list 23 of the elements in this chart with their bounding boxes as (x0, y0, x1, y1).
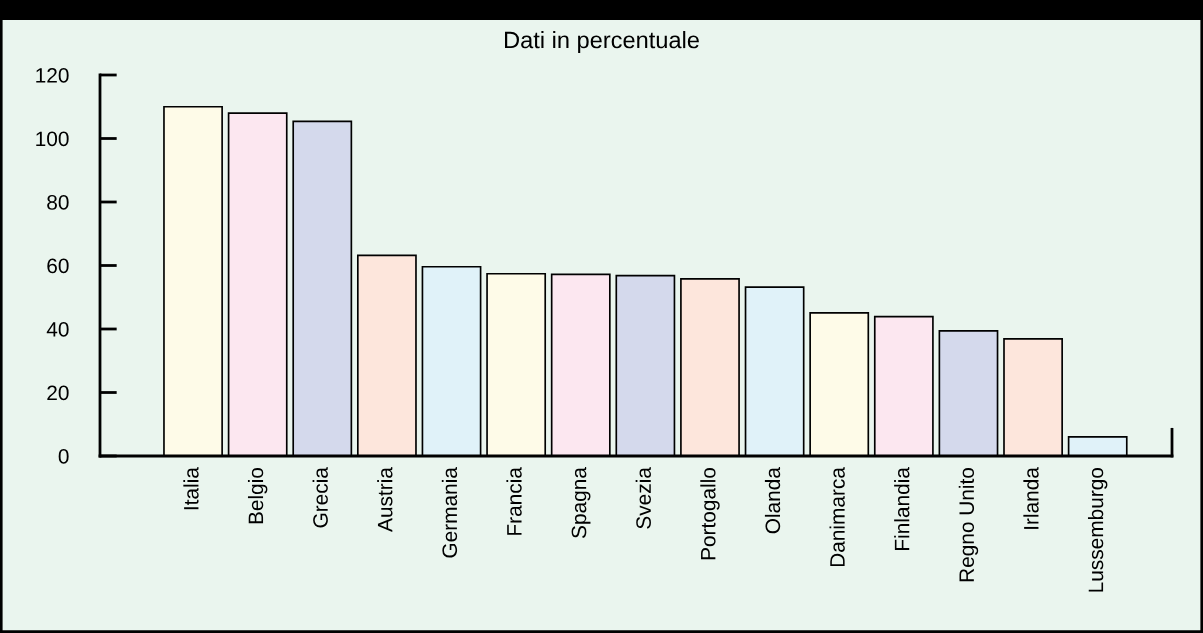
y-tick-label: 100 (36, 131, 69, 147)
y-tick-label: 60 (47, 258, 69, 274)
x-tick-label: Francia (506, 467, 522, 535)
x-tick-label: Olanda (764, 467, 781, 534)
x-tick-label: Grecia (312, 467, 328, 528)
x-tick-label: Finlandia (894, 467, 910, 550)
x-tick-label: Lussemburgo (1087, 467, 1108, 592)
y-tick-label: 20 (47, 385, 69, 401)
y-tick-label: 0 (58, 449, 69, 464)
y-tick-label: 40 (46, 322, 69, 337)
x-tick-label: Germania (441, 467, 458, 558)
x-tick-label: Svezia (635, 467, 651, 529)
x-tick-label: Spagna (571, 467, 591, 538)
x-tick-label: Regno Unito (958, 467, 979, 582)
chart-title: Dati in percentuale (505, 31, 699, 53)
x-tick-label: Portogallo (700, 467, 720, 560)
x-tick-label: Austria (377, 467, 393, 532)
x-tick-label: Irlanda (1023, 467, 1039, 529)
y-tick-label: 120 (36, 68, 69, 83)
x-tick-label: Belgio (247, 467, 268, 524)
x-tick-label: Italia (183, 467, 199, 510)
y-tick-label: 80 (47, 195, 69, 210)
x-tick-label: Danimarca (829, 467, 845, 567)
